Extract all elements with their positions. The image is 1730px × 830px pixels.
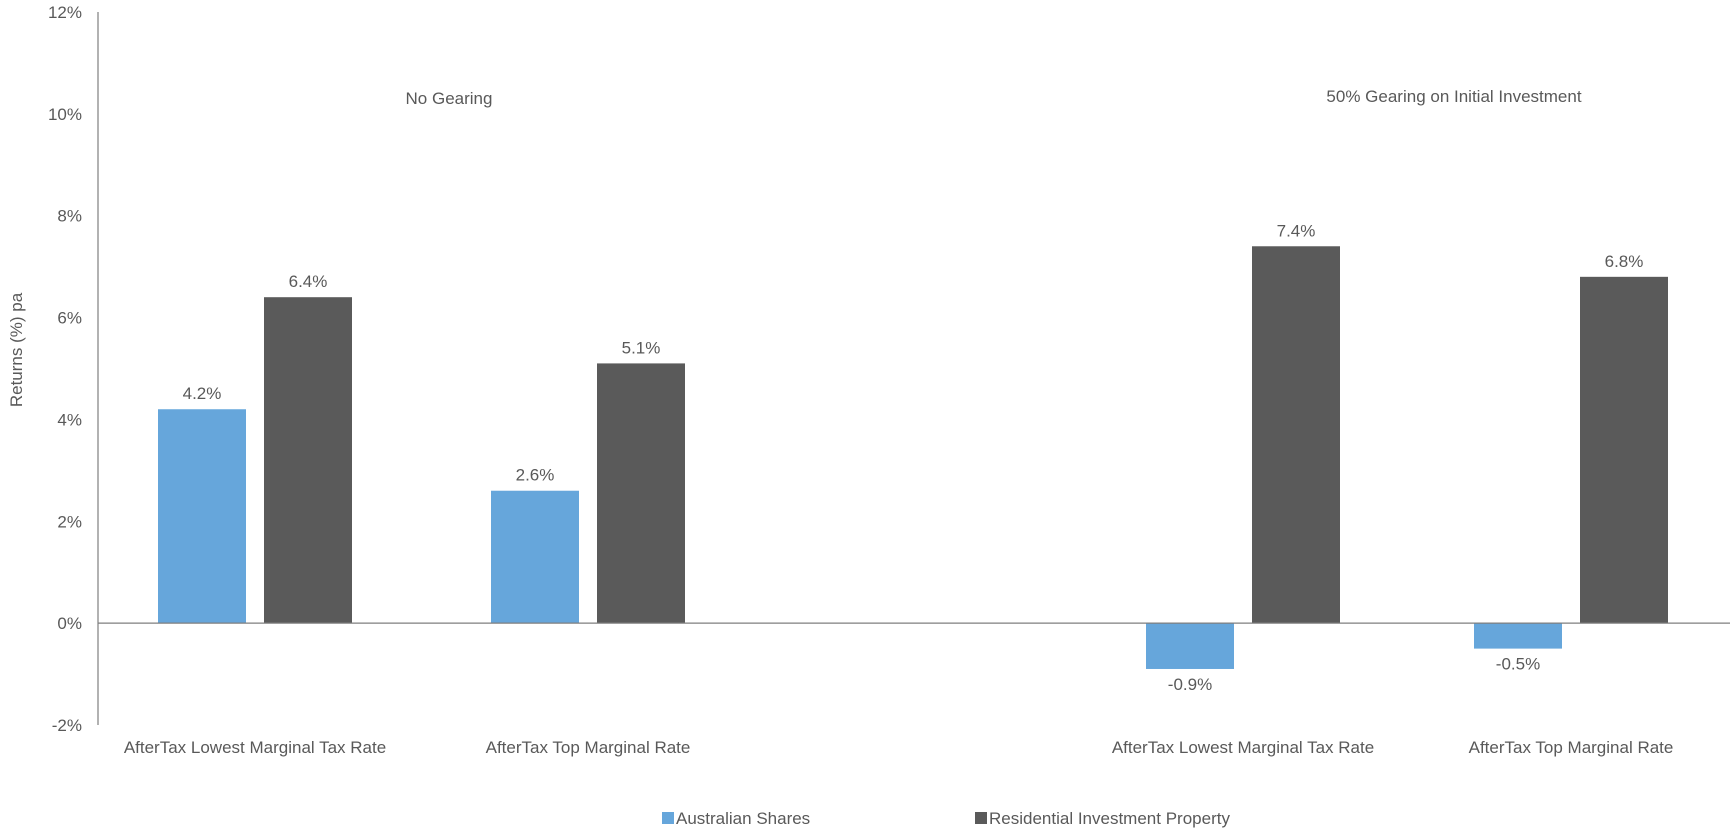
x-category-labels: AfterTax Lowest Marginal Tax Rate AfterTa… <box>124 738 1674 757</box>
bar-australian-shares <box>158 409 246 624</box>
y-tick-labels: -2% 0% 2% 4% 6% 8% 10% 12% <box>48 3 82 735</box>
legend-label-australian-shares: Australian Shares <box>676 809 810 828</box>
annotation-no-gearing: No Gearing <box>406 89 493 108</box>
data-label-australian-shares: -0.9% <box>1168 675 1212 694</box>
data-label-residential-investment-property: 6.4% <box>289 272 328 291</box>
x-category-label: AfterTax Top Marginal Rate <box>486 738 691 757</box>
bar-marks <box>158 246 1668 669</box>
bar-australian-shares <box>491 490 579 624</box>
legend: Australian Shares Residential Investment… <box>662 809 1230 828</box>
y-tick-label: 8% <box>57 207 82 226</box>
y-tick-label: -2% <box>52 716 82 735</box>
x-category-label: AfterTax Top Marginal Rate <box>1469 738 1674 757</box>
bar-residential-investment-property <box>264 297 352 624</box>
data-label-residential-investment-property: 6.8% <box>1605 252 1644 271</box>
y-tick-label: 6% <box>57 309 82 328</box>
data-label-residential-investment-property: 5.1% <box>622 338 661 357</box>
bar-data-labels: 4.2% 2.6% -0.9% -0.5% 6.4% 5.1% 7.4% 6.8% <box>183 221 1644 694</box>
legend-label-residential-investment-property: Residential Investment Property <box>989 809 1230 828</box>
data-label-australian-shares: -0.5% <box>1496 655 1540 674</box>
y-tick-label: 4% <box>57 410 82 429</box>
bar-australian-shares <box>1474 623 1562 649</box>
bar-australian-shares <box>1146 623 1234 669</box>
bar-residential-investment-property <box>1580 276 1668 624</box>
y-axis-title: Returns (%) pa <box>7 292 26 407</box>
y-tick-label: 0% <box>57 614 82 633</box>
y-tick-label: 12% <box>48 3 82 22</box>
y-tick-label: 10% <box>48 105 82 124</box>
data-label-residential-investment-property: 7.4% <box>1277 221 1316 240</box>
bar-residential-investment-property <box>1252 246 1340 624</box>
bar-residential-investment-property <box>597 363 685 624</box>
data-label-australian-shares: 2.6% <box>516 466 555 485</box>
legend-swatch-residential-investment-property <box>975 812 987 824</box>
y-tick-label: 2% <box>57 512 82 531</box>
x-category-label: AfterTax Lowest Marginal Tax Rate <box>1112 738 1374 757</box>
annotation-50-gearing: 50% Gearing on Initial Investment <box>1326 87 1581 106</box>
data-label-australian-shares: 4.2% <box>183 384 222 403</box>
x-category-label: AfterTax Lowest Marginal Tax Rate <box>124 738 386 757</box>
legend-swatch-australian-shares <box>662 812 674 824</box>
